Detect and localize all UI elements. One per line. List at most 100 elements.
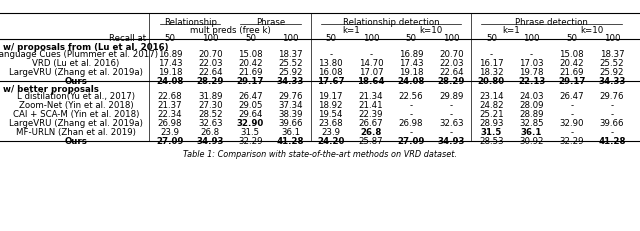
- Text: 24.08: 24.08: [156, 77, 184, 86]
- Text: Relationship: Relationship: [164, 18, 217, 27]
- Text: 17.07: 17.07: [358, 68, 383, 77]
- Text: 22.03: 22.03: [198, 59, 223, 68]
- Text: 19.18: 19.18: [158, 68, 182, 77]
- Text: 19.18: 19.18: [399, 68, 423, 77]
- Text: 50: 50: [566, 34, 577, 43]
- Text: 21.69: 21.69: [238, 68, 262, 77]
- Text: 27.30: 27.30: [198, 100, 223, 109]
- Text: 15.08: 15.08: [559, 50, 584, 59]
- Text: 26.47: 26.47: [238, 92, 263, 100]
- Text: 25.92: 25.92: [278, 68, 303, 77]
- Text: 28.29: 28.29: [196, 77, 224, 86]
- Text: 23.14: 23.14: [479, 92, 504, 100]
- Text: -: -: [369, 50, 372, 59]
- Text: 21.37: 21.37: [158, 100, 182, 109]
- Text: 16.89: 16.89: [158, 50, 182, 59]
- Text: k=1: k=1: [502, 26, 520, 35]
- Text: MF-URLN (Zhan et al. 2019): MF-URLN (Zhan et al. 2019): [16, 128, 136, 137]
- Text: 22.03: 22.03: [439, 59, 463, 68]
- Text: 100: 100: [524, 34, 540, 43]
- Text: k=10: k=10: [420, 26, 443, 35]
- Text: 32.29: 32.29: [559, 137, 584, 145]
- Text: 20.70: 20.70: [439, 50, 463, 59]
- Text: L distilation(Yu et al., 2017): L distilation(Yu et al., 2017): [17, 92, 135, 100]
- Text: 28.29: 28.29: [438, 77, 465, 86]
- Text: 24.82: 24.82: [479, 100, 504, 109]
- Text: 26.98: 26.98: [158, 119, 182, 128]
- Text: 18.37: 18.37: [600, 50, 624, 59]
- Text: 31.5: 31.5: [481, 128, 502, 137]
- Text: 17.67: 17.67: [317, 77, 344, 86]
- Text: 13.80: 13.80: [319, 59, 343, 68]
- Text: 29.17: 29.17: [558, 77, 586, 86]
- Text: -: -: [450, 128, 453, 137]
- Text: k=1: k=1: [342, 26, 360, 35]
- Text: 23.68: 23.68: [319, 119, 343, 128]
- Text: 18.37: 18.37: [278, 50, 303, 59]
- Text: 18.32: 18.32: [479, 68, 504, 77]
- Text: 25.87: 25.87: [358, 137, 383, 145]
- Text: 26.98: 26.98: [399, 119, 423, 128]
- Text: 20.70: 20.70: [198, 50, 223, 59]
- Text: 17.03: 17.03: [519, 59, 544, 68]
- Text: -: -: [611, 128, 614, 137]
- Text: 15.08: 15.08: [238, 50, 263, 59]
- Text: 26.67: 26.67: [358, 119, 383, 128]
- Text: 16.89: 16.89: [399, 50, 423, 59]
- Text: Zoom-Net (Yin et al. 2018): Zoom-Net (Yin et al. 2018): [19, 100, 133, 109]
- Text: -: -: [410, 100, 413, 109]
- Text: 29.17: 29.17: [237, 77, 264, 86]
- Text: 32.85: 32.85: [519, 119, 544, 128]
- Text: 100: 100: [202, 34, 218, 43]
- Text: -: -: [329, 50, 332, 59]
- Text: 21.41: 21.41: [358, 100, 383, 109]
- Text: 24.08: 24.08: [397, 77, 425, 86]
- Text: 34.93: 34.93: [196, 137, 224, 145]
- Text: 27.09: 27.09: [397, 137, 425, 145]
- Text: 50: 50: [406, 34, 417, 43]
- Text: 20.42: 20.42: [238, 59, 263, 68]
- Text: Ours: Ours: [65, 137, 88, 145]
- Text: -: -: [450, 109, 453, 119]
- Text: 20.80: 20.80: [478, 77, 505, 86]
- Text: 25.52: 25.52: [278, 59, 303, 68]
- Text: 16.17: 16.17: [479, 59, 504, 68]
- Text: Relationship detection: Relationship detection: [342, 18, 439, 27]
- Text: 32.63: 32.63: [198, 119, 223, 128]
- Text: 22.34: 22.34: [158, 109, 182, 119]
- Text: Recall at: Recall at: [109, 34, 146, 43]
- Text: 29.76: 29.76: [600, 92, 624, 100]
- Text: 25.21: 25.21: [479, 109, 504, 119]
- Text: 28.09: 28.09: [519, 100, 544, 109]
- Text: 100: 100: [363, 34, 379, 43]
- Text: 22.39: 22.39: [358, 109, 383, 119]
- Text: 37.34: 37.34: [278, 100, 303, 109]
- Text: 21.69: 21.69: [559, 68, 584, 77]
- Text: 41.28: 41.28: [277, 137, 305, 145]
- Text: 25.92: 25.92: [600, 68, 624, 77]
- Text: -: -: [611, 109, 614, 119]
- Text: 24.03: 24.03: [519, 92, 544, 100]
- Text: Table 1: Comparison with state-of-the-art methods on VRD dataset.: Table 1: Comparison with state-of-the-ar…: [183, 149, 457, 158]
- Text: 29.89: 29.89: [439, 92, 463, 100]
- Text: 23.9: 23.9: [161, 128, 180, 137]
- Text: CAI + SCA-M (Yin et al. 2018): CAI + SCA-M (Yin et al. 2018): [13, 109, 139, 119]
- Text: 19.78: 19.78: [519, 68, 544, 77]
- Text: 34.33: 34.33: [598, 77, 626, 86]
- Text: -: -: [570, 100, 573, 109]
- Text: Phrase detection: Phrase detection: [515, 18, 588, 27]
- Text: 23.9: 23.9: [321, 128, 340, 137]
- Text: 50: 50: [325, 34, 336, 43]
- Text: 39.66: 39.66: [278, 119, 303, 128]
- Text: 36.1: 36.1: [281, 128, 300, 137]
- Text: 29.05: 29.05: [238, 100, 262, 109]
- Text: 18.92: 18.92: [319, 100, 343, 109]
- Text: 14.70: 14.70: [358, 59, 383, 68]
- Text: 29.64: 29.64: [238, 109, 262, 119]
- Text: k=10: k=10: [580, 26, 604, 35]
- Text: Language Cues (Plummer et al. 2017): Language Cues (Plummer et al. 2017): [0, 50, 158, 59]
- Text: 28.53: 28.53: [479, 137, 504, 145]
- Text: LargeVRU (Zhang et al. 2019a): LargeVRU (Zhang et al. 2019a): [9, 68, 143, 77]
- Text: 17.43: 17.43: [399, 59, 424, 68]
- Text: -: -: [410, 128, 413, 137]
